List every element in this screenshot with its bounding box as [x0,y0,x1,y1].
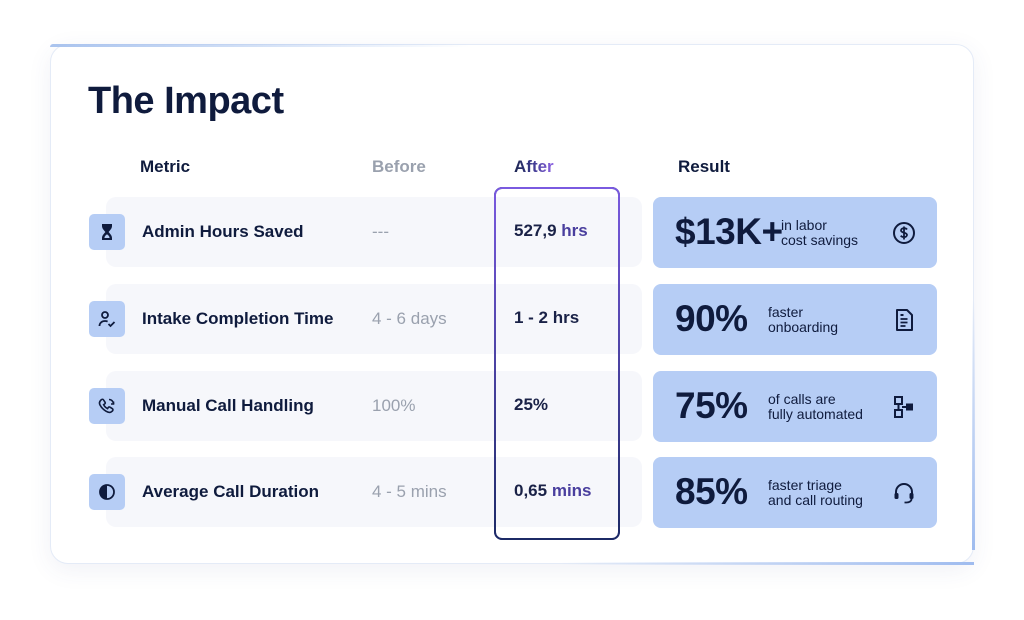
column-header-after: After [514,157,554,176]
result-card: 85% faster triage and call routing [653,457,937,528]
metric-label: Admin Hours Saved [142,222,304,241]
metric-label: Manual Call Handling [142,396,314,415]
result-description: in labor cost savings [781,217,859,248]
before-value: --- [372,222,389,241]
user-check-icon [89,301,125,337]
dollar-circle-icon [893,222,915,244]
result-value: $13K+ [675,211,783,252]
result-card: $13K+ in labor cost savings [653,197,937,268]
result-description: faster onboarding [768,304,839,335]
result-description: faster triage and call routing [768,477,863,508]
card-glow-top [50,44,470,47]
column-header-before: Before [372,157,426,176]
page-title: The Impact [88,80,284,122]
card-glow-bottom [560,562,974,565]
result-card: 75% of calls are fully automated [653,371,937,442]
before-value: 100% [372,396,416,415]
before-value: 4 - 6 days [372,309,447,328]
document-icon [896,309,913,331]
after-column-highlight [494,187,620,540]
result-value: 75% [675,385,748,426]
pie-chart-icon [89,474,125,510]
column-header-result: Result [678,157,730,176]
hourglass-icon [89,214,125,250]
before-value: 4 - 5 mins [372,482,447,501]
card-glow-right [972,300,975,550]
metric-label: Average Call Duration [142,482,319,501]
result-card: 90% faster onboarding [653,284,937,355]
result-value: 85% [675,471,748,512]
column-header-metric: Metric [140,157,191,176]
headset-icon [894,483,914,504]
workflow-icon [894,396,913,418]
phone-refresh-icon [89,388,125,424]
result-value: 90% [675,298,748,339]
result-description: of calls are fully automated [768,391,863,422]
metric-label: Intake Completion Time [142,309,334,328]
